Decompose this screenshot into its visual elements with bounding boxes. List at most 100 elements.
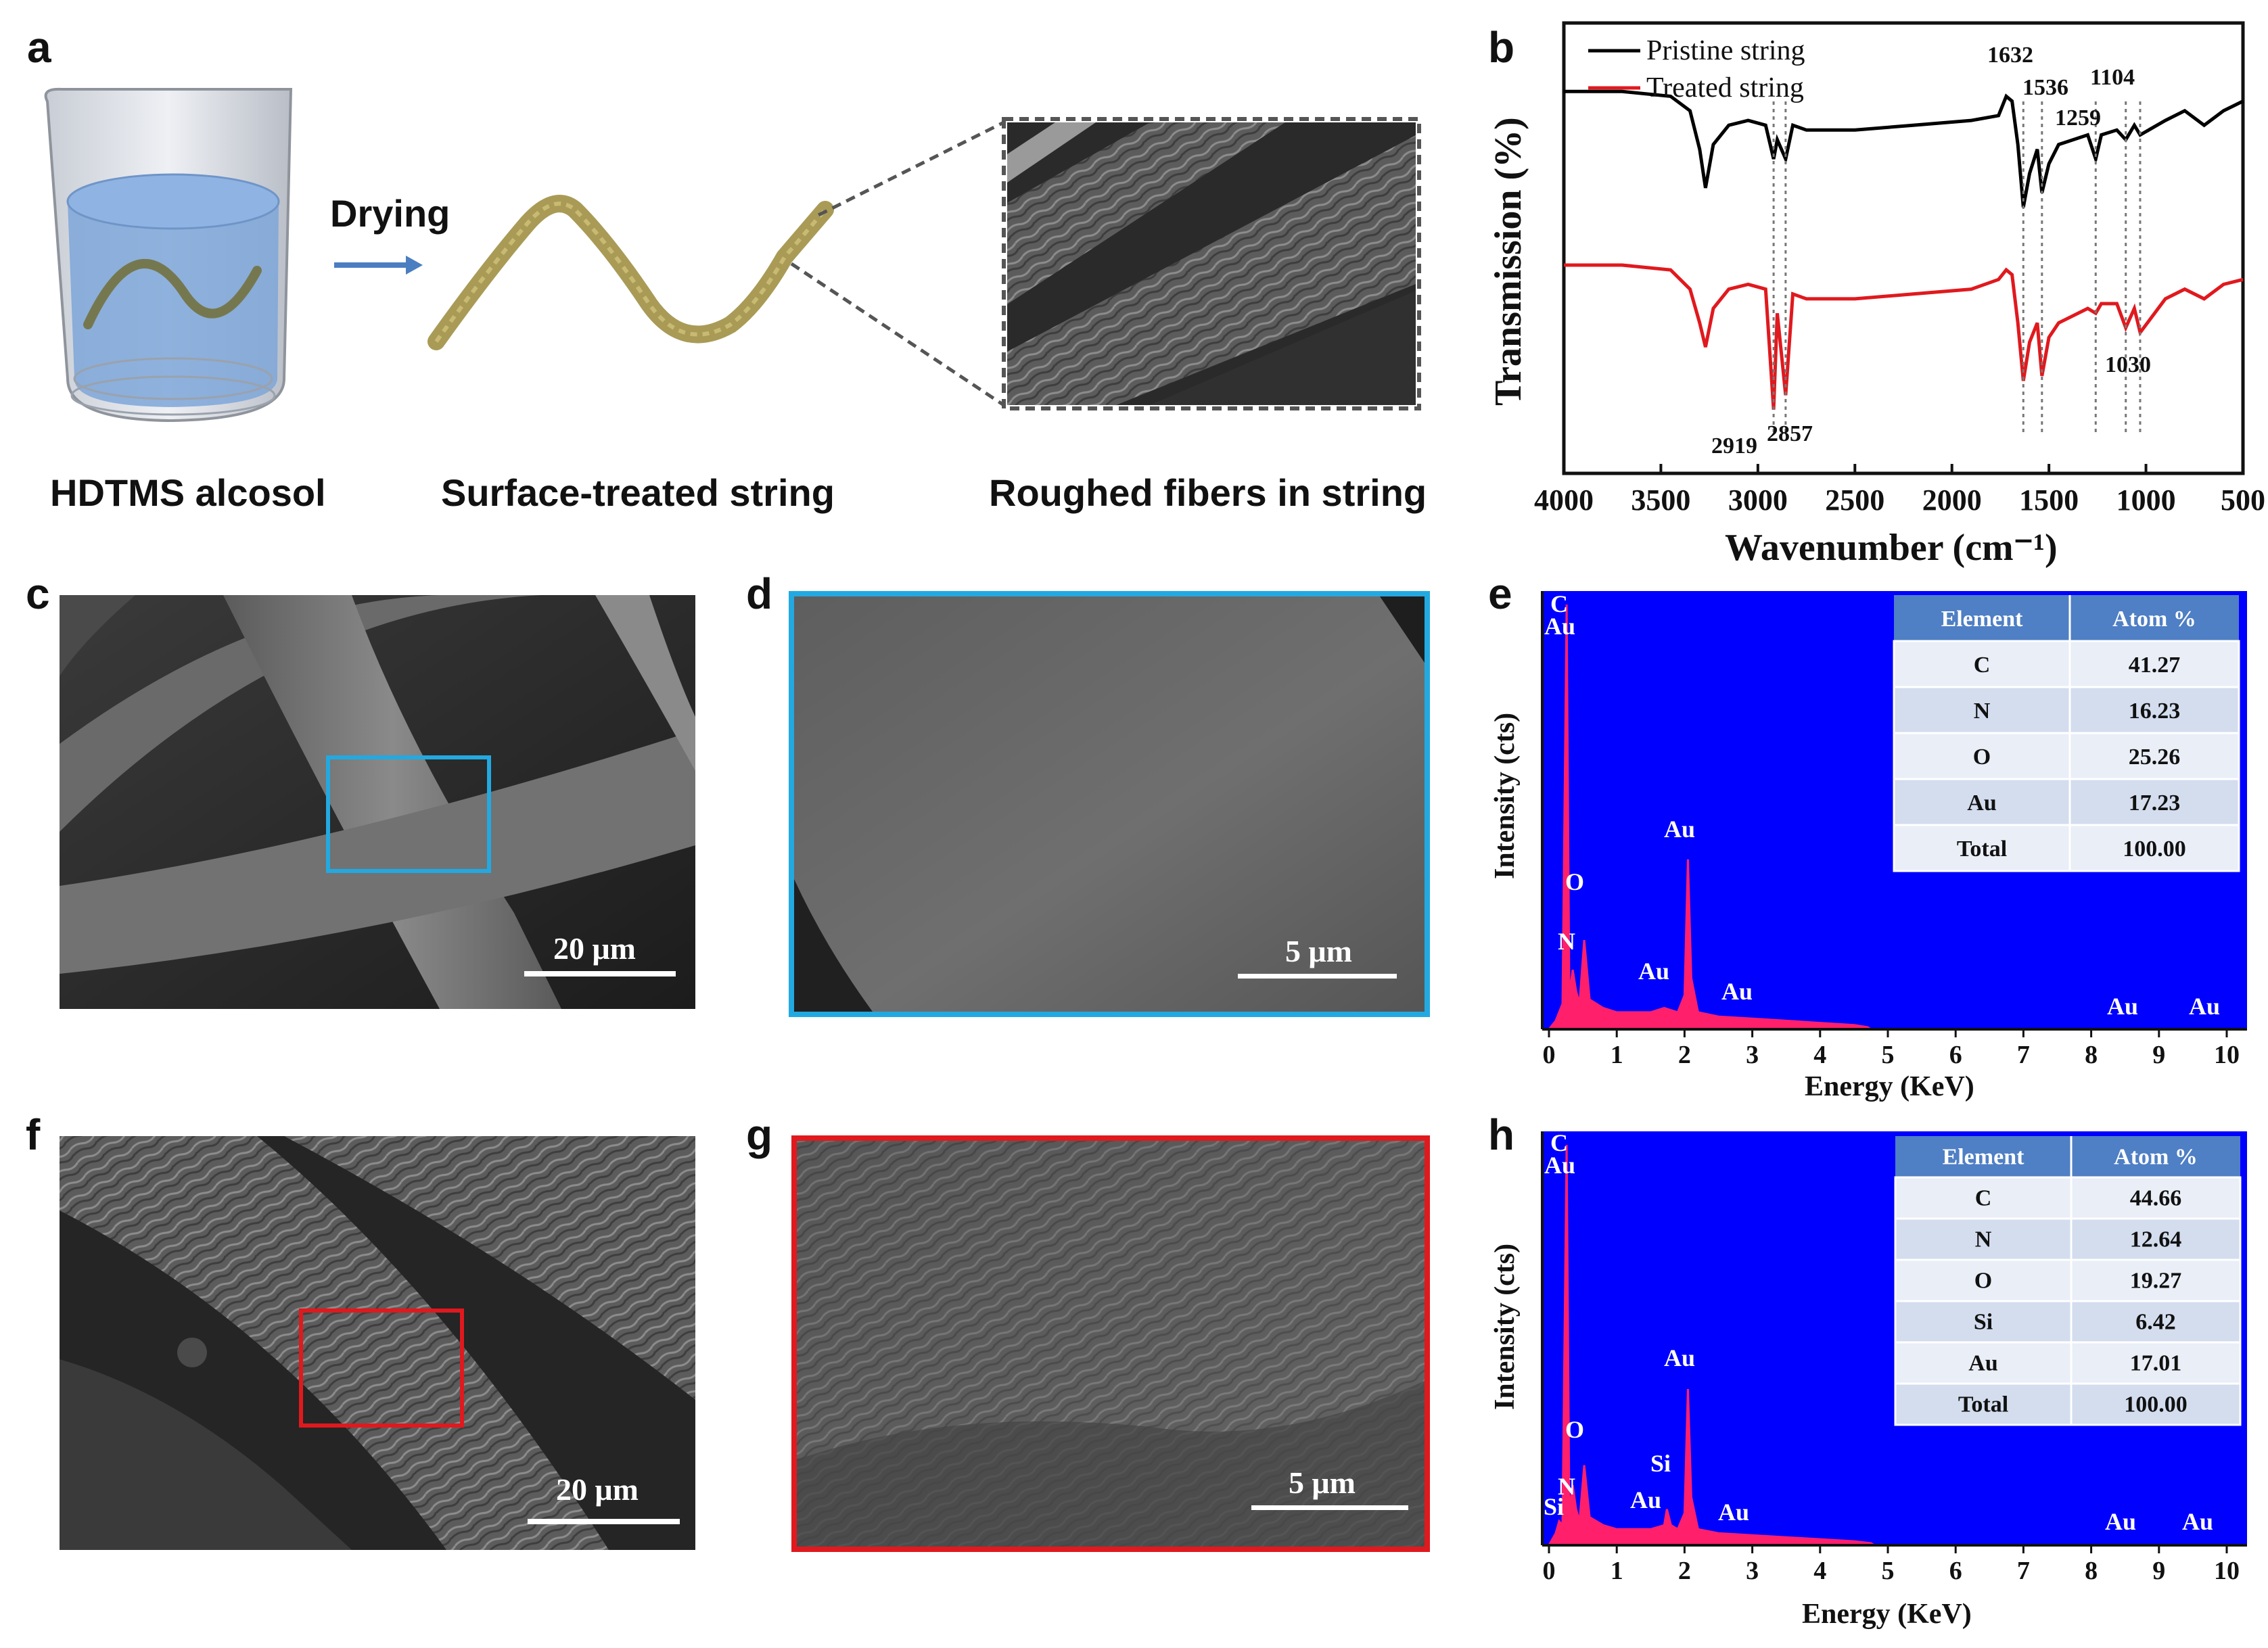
eds-e-peak-n: N: [1558, 928, 1575, 955]
ftir-series-line-2: [1564, 263, 2244, 410]
peak-1104: 1104: [2090, 65, 2135, 90]
peak-1632: 1632: [1987, 43, 2033, 68]
scale-bar-label-g: 5 μm: [1289, 1465, 1356, 1500]
table-cell: 100.00: [2124, 1392, 2188, 1417]
eds-tick-label: 4: [1813, 1557, 1826, 1585]
table-cell: O: [1973, 745, 1991, 770]
legend-pristine: Pristine string: [1646, 35, 1805, 66]
panel-c: c 20 μm: [26, 569, 695, 1009]
table-row: [1893, 824, 2240, 872]
eds-y-title-e: Intensity (cts): [1489, 713, 1521, 879]
table-cell: Au: [1967, 791, 1996, 816]
panel-f: f 20 μm: [26, 1110, 695, 1550]
ftir-plot-area: [1562, 21, 2245, 475]
eds-e-peak-au1: Au: [1544, 613, 1575, 640]
eds-x-ticks-h: 0 1 2 3 4 5 6 7 8 9 10: [1543, 1545, 2240, 1585]
string-in-beaker: [83, 259, 262, 329]
ftir-tick-label: 1500: [2019, 484, 2079, 517]
panel-d: d 5 μm: [746, 569, 1430, 1017]
scale-bar-f: [528, 1519, 680, 1524]
table-cell: 6.42: [2135, 1309, 2176, 1334]
eds-spectrum-area: [1546, 604, 1875, 1031]
ftir-x-title: Wavenumber (cm⁻¹): [1725, 527, 2058, 569]
ftir-x-ticks: 4000 3500 3000 2500 2000 1500 1000 500: [1534, 464, 2265, 517]
eds-table-e: Element Atom % C 41.27 N 16.23 O 25.26 Au 17.23 To…: [1893, 595, 2240, 872]
eds-h-peak-n: N: [1558, 1473, 1575, 1500]
ftir-y-title: Transmission (%): [1487, 117, 1529, 406]
peak-2857: 2857: [1767, 421, 1813, 446]
table-cell: Si: [1974, 1309, 1993, 1334]
panel-label-a: a: [27, 23, 51, 72]
eds-tick-label: 8: [2085, 1557, 2098, 1585]
panel-label-d: d: [746, 569, 772, 618]
eds-spectrum-e: [1546, 604, 1875, 1031]
eds-h-peak-au3: Au: [1630, 1486, 1661, 1513]
eds-tick-label: 3: [1746, 1557, 1759, 1585]
eds-h-peak-au5: Au: [2105, 1508, 2136, 1535]
zoom-lines: [790, 120, 1005, 407]
table-row: [1893, 686, 2240, 734]
panel-label-f: f: [26, 1110, 41, 1159]
eds-tick-label: 6: [1949, 1557, 1962, 1585]
table-cell: 41.27: [2129, 653, 2181, 678]
eds-e-peak-au6: Au: [2189, 993, 2220, 1020]
table-cell: C: [1974, 653, 1991, 678]
eds-h-peak-au2: Au: [1664, 1344, 1695, 1371]
eds-tick-label: 0: [1543, 1041, 1556, 1069]
eds-h-peak-si1: Si: [1650, 1450, 1671, 1477]
table-header-cell: Element: [1941, 607, 2024, 632]
eds-tick-label: 9: [2152, 1557, 2165, 1585]
ftir-tick-label: 1000: [2116, 484, 2176, 517]
eds-y-title-h: Intensity (cts): [1489, 1244, 1521, 1410]
drying-label: Drying: [330, 192, 450, 235]
eds-tick-label: 2: [1678, 1557, 1691, 1585]
table-row: [1894, 1176, 2242, 1220]
caption-surface-treated: Surface-treated string: [441, 471, 835, 514]
eds-h-peak-si2: Si: [1544, 1493, 1564, 1520]
caption-roughed: Roughed fibers in string: [989, 471, 1427, 514]
panel-label-e: e: [1488, 569, 1512, 618]
table-row: [1893, 778, 2240, 826]
eds-e-peak-au4: Au: [1721, 978, 1753, 1005]
alcosol-liquid: [68, 203, 279, 407]
eds-h-peak-o: O: [1565, 1416, 1584, 1443]
eds-spectrum-h: [1547, 1144, 1878, 1547]
scale-bar-label-f: 20 μm: [556, 1472, 639, 1507]
ftir-series: [1564, 89, 2244, 410]
scale-bar-label-c: 20 μm: [553, 931, 636, 966]
sem-image-treated: [60, 1136, 695, 1550]
table-cell: N: [1974, 699, 1991, 724]
sem-image-pristine: [60, 595, 695, 1009]
eds-e-peak-o: O: [1565, 868, 1584, 895]
peak-2919: 2919: [1711, 433, 1757, 458]
table-cell: C: [1975, 1185, 1992, 1210]
eds-table-h: Element Atom % C 44.66 N 12.64 O 19.27 Si 6.42 Au 1…: [1894, 1136, 2242, 1426]
eds-e-peak-c: C: [1550, 590, 1568, 617]
table-cell: 17.23: [2129, 791, 2181, 816]
eds-tick-label: 1: [1611, 1557, 1623, 1585]
ftir-tick-label: 3000: [1728, 484, 1788, 517]
ftir-peak-guides: [1772, 101, 2142, 433]
eds-tick-label: 2: [1678, 1041, 1691, 1069]
table-header-cell: Atom %: [2112, 607, 2196, 632]
eds-h-peak-au6: Au: [2182, 1508, 2213, 1535]
eds-tick-label: 7: [2017, 1557, 2030, 1585]
ftir-series-line-1: [1564, 89, 2244, 208]
eds-tick-label: 0: [1543, 1557, 1556, 1585]
table-row: [1894, 1341, 2242, 1385]
panel-h: h 0 1 2 3 4 5 6 7 8 9 10 Energy (KeV) Intensity (c…: [1488, 1110, 2247, 1630]
ftir-legend: Pristine string Treated string: [1588, 35, 1805, 103]
eds-e-peak-au3: Au: [1638, 958, 1669, 985]
table-row: [1893, 732, 2240, 780]
panel-label-h: h: [1488, 1110, 1514, 1159]
scale-bar-label-d: 5 μm: [1285, 934, 1352, 968]
panel-label-c: c: [26, 569, 50, 618]
table-cell: O: [1974, 1268, 1992, 1293]
peak-1030: 1030: [2105, 352, 2151, 377]
table-cell: N: [1975, 1227, 1992, 1252]
eds-tick-label: 4: [1813, 1041, 1826, 1069]
eds-x-title-h: Energy (KeV): [1802, 1599, 1972, 1630]
zoom-region-box: [326, 755, 491, 873]
eds-h-peak-au1: Au: [1544, 1152, 1575, 1179]
eds-tick-label: 8: [2085, 1041, 2098, 1069]
